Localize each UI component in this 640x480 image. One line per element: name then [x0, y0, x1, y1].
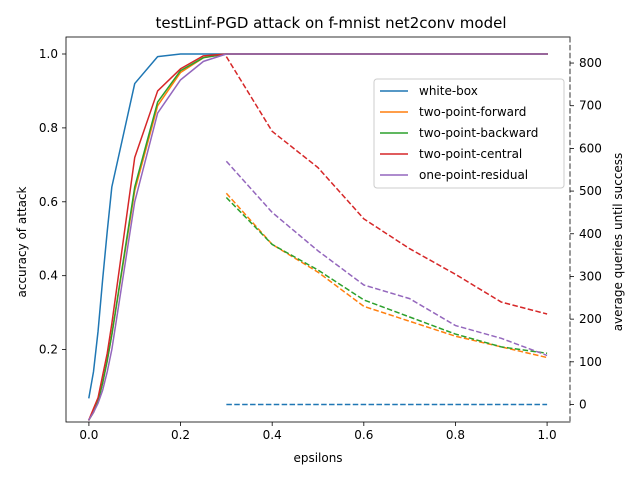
y-tick-label: 0.8	[39, 121, 58, 135]
chart-title: testLinf-PGD attack on f-mnist net2conv …	[155, 14, 506, 32]
x-tick-label: 0.2	[171, 428, 190, 442]
y-tick-label: 0.4	[39, 269, 58, 283]
y2-tick-label: 600	[579, 141, 602, 155]
legend-entry: two-point-backward	[419, 126, 538, 140]
x-tick-label: 0.6	[354, 428, 373, 442]
x-tick-label: 1.0	[538, 428, 557, 442]
axes: 0.0 0.2 0.4 0.6 0.8 1.0 0.2 0.4 0.6 0.8 1.0 0 100 200…	[39, 36, 602, 442]
y2-tick-label: 700	[579, 99, 602, 113]
legend: white-box two-point-forward two-point-back…	[373, 78, 565, 189]
y2-tick-label: 0	[579, 398, 587, 412]
x-tick-label: 0.8	[446, 428, 465, 442]
y2-tick-label: 300	[579, 269, 602, 283]
y2-tick-label: 200	[579, 312, 602, 326]
y2-axis-label: average queries until success	[611, 153, 625, 332]
series-3-queries-line	[225, 56, 548, 315]
y-axis-label: accuracy of attack	[15, 186, 29, 297]
x-tick-label: 0.0	[79, 428, 98, 442]
series-4-accuracy-line	[87, 53, 548, 421]
y2-tick-label: 500	[579, 184, 602, 198]
series-2-queries-line	[225, 196, 548, 355]
x-tick-label: 0.4	[263, 428, 282, 442]
y-tick-label: 0.2	[39, 343, 58, 357]
x-axis-label: epsilons	[293, 451, 342, 465]
y2-tick-label: 800	[579, 56, 602, 70]
y2-tick-label: 100	[579, 355, 602, 369]
legend-entry: white-box	[419, 84, 478, 98]
legend-entry: one-point-residual	[419, 168, 528, 182]
plot-lines	[87, 53, 548, 421]
y2-tick-label: 400	[579, 227, 602, 241]
legend-box	[373, 78, 565, 189]
y-tick-label: 1.0	[39, 47, 58, 61]
legend-entry: two-point-forward	[419, 105, 526, 119]
series-4-queries-line	[225, 160, 548, 357]
legend-entry: two-point-central	[419, 147, 522, 161]
y-tick-label: 0.6	[39, 195, 58, 209]
